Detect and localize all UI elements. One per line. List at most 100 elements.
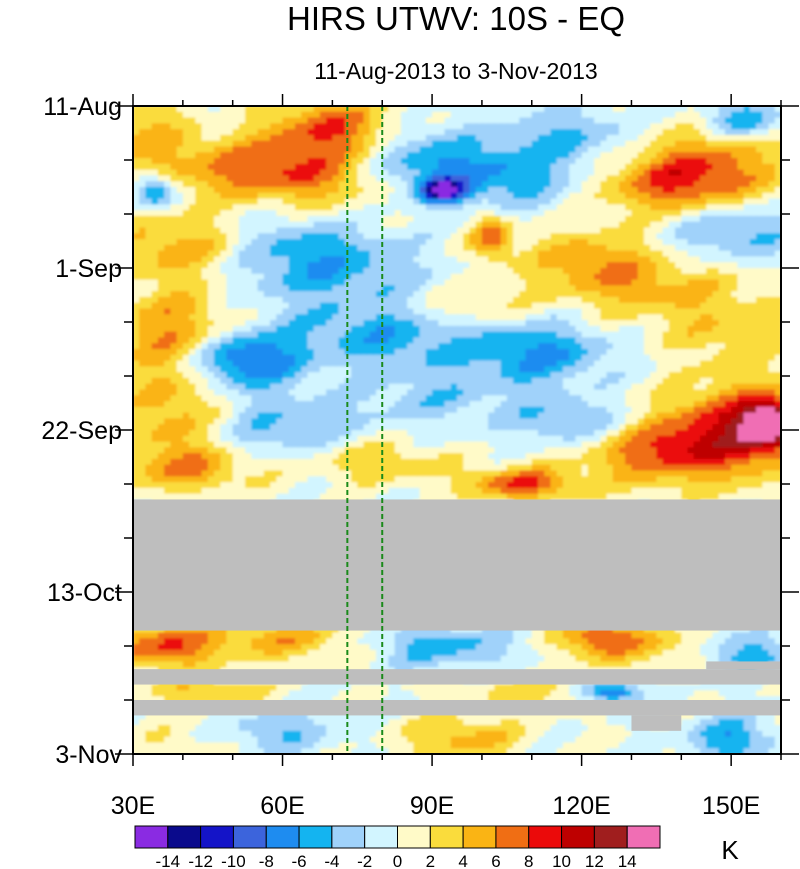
field-cell bbox=[724, 215, 732, 223]
field-cell bbox=[737, 233, 745, 240]
field-cell bbox=[189, 244, 197, 252]
field-cell bbox=[587, 256, 595, 264]
field-cell bbox=[668, 360, 676, 368]
field-cell bbox=[743, 302, 751, 310]
field-cell bbox=[731, 360, 739, 368]
field-cell bbox=[413, 239, 421, 246]
field-cell bbox=[569, 169, 577, 177]
field-cell bbox=[176, 215, 184, 223]
field-cell bbox=[238, 227, 246, 235]
field-cell bbox=[774, 250, 781, 258]
field-cell bbox=[139, 146, 147, 154]
field-cell bbox=[575, 343, 583, 350]
field-cell bbox=[488, 181, 496, 188]
field-cell bbox=[444, 239, 452, 246]
field-cell bbox=[419, 227, 427, 235]
field-cell bbox=[531, 233, 539, 240]
field-cell bbox=[693, 192, 701, 200]
field-cell bbox=[438, 163, 446, 171]
field-cell bbox=[737, 146, 745, 154]
field-cell bbox=[326, 140, 334, 148]
field-cell bbox=[724, 343, 732, 350]
field-cell bbox=[575, 192, 583, 200]
field-cell bbox=[214, 152, 222, 159]
field-cell bbox=[575, 308, 583, 316]
field-cell bbox=[656, 302, 664, 310]
field-cell bbox=[245, 244, 253, 252]
field-cell bbox=[319, 325, 327, 333]
field-cell bbox=[351, 239, 359, 246]
field-cell bbox=[400, 181, 408, 188]
field-cell bbox=[170, 308, 178, 316]
field-cell bbox=[164, 152, 172, 159]
field-cell bbox=[288, 158, 296, 165]
field-cell bbox=[319, 366, 327, 373]
field-cell bbox=[332, 354, 340, 362]
field-cell bbox=[737, 140, 745, 148]
field-cell bbox=[612, 262, 620, 269]
field-cell bbox=[544, 256, 552, 264]
field-cell bbox=[438, 349, 446, 356]
field-cell bbox=[170, 239, 178, 246]
field-cell bbox=[731, 239, 739, 246]
field-cell bbox=[151, 152, 159, 159]
field-cell bbox=[488, 239, 496, 246]
field-cell bbox=[326, 360, 334, 368]
field-cell bbox=[400, 337, 408, 345]
field-cell bbox=[450, 320, 458, 327]
field-cell bbox=[463, 366, 471, 373]
field-cell bbox=[257, 273, 265, 281]
field-cell bbox=[562, 152, 570, 159]
field-cell bbox=[668, 233, 676, 240]
field-cell bbox=[550, 227, 558, 235]
field-cell bbox=[376, 268, 384, 275]
field-cell bbox=[313, 129, 321, 136]
field-cell bbox=[357, 250, 365, 258]
field-cell bbox=[295, 302, 303, 310]
field-cell bbox=[282, 377, 290, 385]
field-cell bbox=[450, 314, 458, 321]
field-cell bbox=[313, 169, 321, 177]
field-cell bbox=[500, 106, 508, 113]
field-cell bbox=[344, 314, 352, 321]
field-cell bbox=[643, 366, 651, 373]
field-cell bbox=[513, 337, 521, 345]
field-cell bbox=[245, 250, 253, 258]
field-cell bbox=[513, 360, 521, 368]
field-cell bbox=[737, 279, 745, 287]
field-cell bbox=[718, 331, 726, 339]
field-cell bbox=[718, 302, 726, 310]
field-cell bbox=[768, 291, 776, 298]
field-cell bbox=[668, 320, 676, 327]
field-cell bbox=[201, 320, 209, 327]
field-cell bbox=[270, 221, 278, 229]
field-cell bbox=[382, 256, 390, 264]
field-cell bbox=[569, 175, 577, 183]
field-cell bbox=[388, 204, 396, 211]
field-cell bbox=[693, 134, 701, 142]
field-cell bbox=[619, 175, 627, 183]
field-cell bbox=[407, 233, 415, 240]
field-cell bbox=[288, 354, 296, 362]
field-cell bbox=[494, 204, 502, 211]
field-cell bbox=[332, 320, 340, 327]
field-cell bbox=[419, 279, 427, 287]
field-cell bbox=[276, 123, 284, 130]
field-cell bbox=[544, 314, 552, 321]
field-cell bbox=[712, 354, 720, 362]
field-cell bbox=[731, 163, 739, 171]
field-cell bbox=[257, 239, 265, 246]
field-cell bbox=[687, 158, 695, 165]
field-cell bbox=[575, 215, 583, 223]
field-cell bbox=[756, 227, 764, 235]
field-cell bbox=[301, 175, 309, 183]
field-cell bbox=[157, 215, 165, 223]
field-cell bbox=[525, 262, 533, 269]
field-cell bbox=[656, 285, 664, 292]
field-cell bbox=[625, 296, 633, 304]
field-cell bbox=[668, 175, 676, 183]
field-cell bbox=[245, 325, 253, 333]
field-cell bbox=[232, 285, 240, 292]
field-cell bbox=[157, 262, 165, 269]
field-cell bbox=[724, 221, 732, 229]
